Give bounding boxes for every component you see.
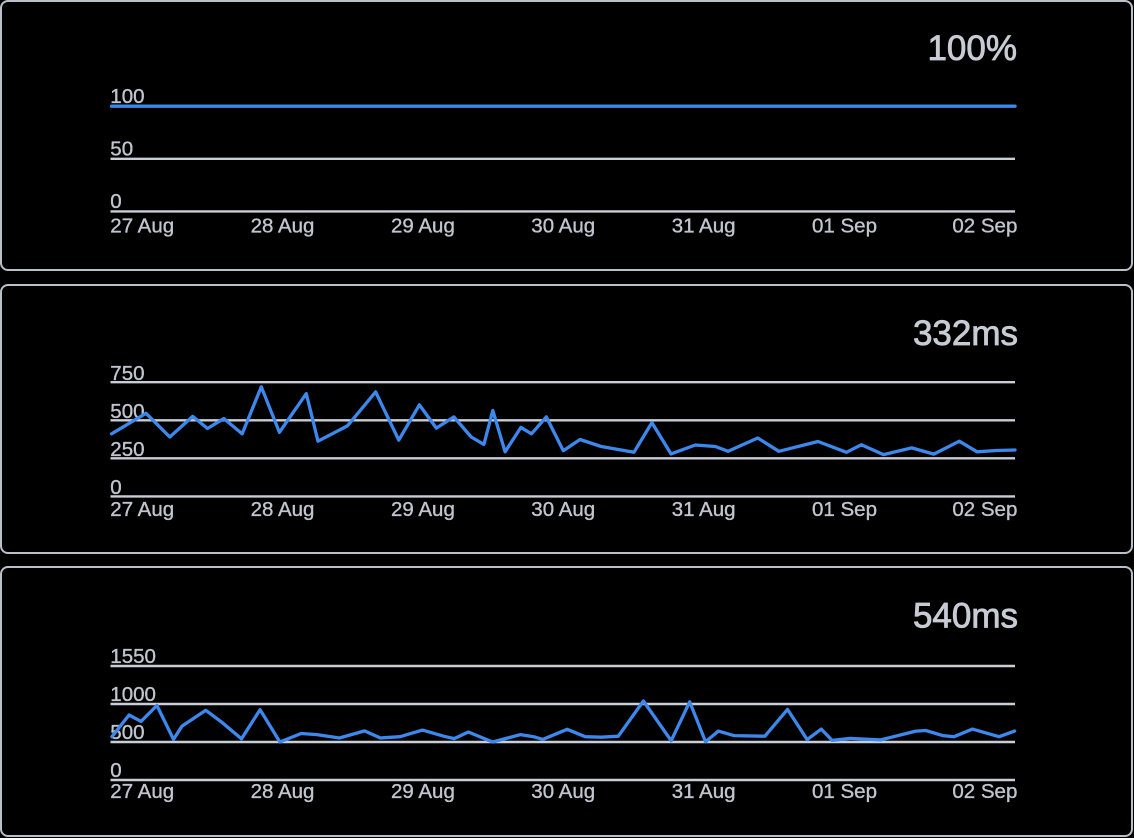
svg-text:100: 100 (110, 85, 144, 108)
svg-text:0: 0 (110, 476, 121, 499)
svg-text:31 Aug: 31 Aug (672, 214, 736, 237)
svg-text:27 Aug: 27 Aug (110, 498, 174, 521)
svg-text:540ms: 540ms (913, 597, 1018, 636)
svg-text:30 Aug: 30 Aug (531, 214, 595, 237)
svg-text:31 Aug: 31 Aug (672, 780, 736, 803)
svg-text:01 Sep: 01 Sep (812, 498, 877, 521)
svg-text:01 Sep: 01 Sep (812, 780, 877, 803)
svg-text:28 Aug: 28 Aug (251, 214, 315, 237)
svg-text:30 Aug: 30 Aug (531, 780, 595, 803)
svg-text:250: 250 (110, 438, 144, 461)
svg-text:29 Aug: 29 Aug (391, 780, 455, 803)
svg-text:29 Aug: 29 Aug (391, 214, 455, 237)
svg-text:1550: 1550 (110, 645, 156, 668)
svg-text:1000: 1000 (110, 683, 156, 706)
svg-text:27 Aug: 27 Aug (110, 780, 174, 803)
svg-text:30 Aug: 30 Aug (531, 498, 595, 521)
svg-text:50: 50 (110, 138, 133, 161)
svg-text:332ms: 332ms (913, 314, 1018, 353)
svg-text:02 Sep: 02 Sep (952, 214, 1017, 237)
svg-text:750: 750 (110, 362, 144, 385)
svg-text:02 Sep: 02 Sep (952, 780, 1017, 803)
svg-text:27 Aug: 27 Aug (110, 214, 174, 237)
svg-text:100%: 100% (927, 29, 1017, 68)
svg-text:29 Aug: 29 Aug (391, 498, 455, 521)
svg-text:01 Sep: 01 Sep (812, 214, 877, 237)
svg-text:0: 0 (110, 759, 121, 782)
svg-text:0: 0 (110, 190, 121, 213)
svg-text:28 Aug: 28 Aug (251, 498, 315, 521)
svg-text:02 Sep: 02 Sep (952, 498, 1017, 521)
svg-text:28 Aug: 28 Aug (251, 780, 315, 803)
svg-text:31 Aug: 31 Aug (672, 498, 736, 521)
